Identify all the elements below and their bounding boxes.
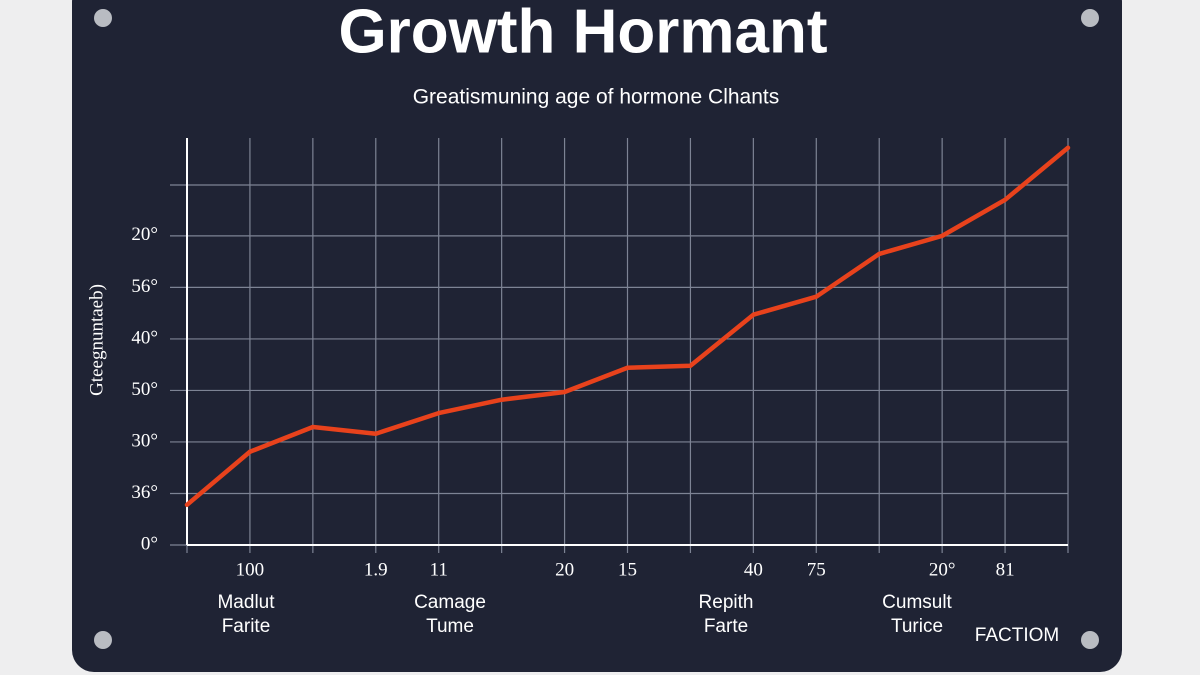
chart-subtitle: Greatismuning age of hormone Clhants [413,86,780,109]
x-tick-label: 20° [929,559,956,580]
annotation: Cumsult [882,592,952,613]
annotation: Repith [699,592,754,613]
y-tick-label: 40° [131,327,158,348]
annotation: Farte [704,616,748,637]
x-tick-label: 75 [807,559,826,580]
y-axis-label: Gteegnuntaeb) [86,284,107,396]
x-tick-label: 81 [996,559,1015,580]
x-tick-label: 20 [555,559,574,580]
x-tick-label: 11 [430,559,448,580]
x-tick-label: 15 [618,559,637,580]
annotation: Madlut [217,592,275,613]
y-tick-label: 56° [131,276,158,297]
y-tick-label: 36° [131,482,158,503]
y-tick-label: 0° [141,533,158,554]
y-tick-label: 20° [131,224,158,245]
screws [94,9,1099,649]
annotation: Farite [222,616,271,637]
x-tick-label: 40 [744,559,763,580]
y-tick-label: 50° [131,379,158,400]
annotation: FACTIOM [975,625,1059,646]
x-tick-label: 1.9 [364,559,388,580]
annotation: Camage [414,592,486,613]
annotation: Tume [426,616,474,637]
annotation: Turice [891,616,943,637]
panel [72,0,1122,672]
y-tick-label: 30° [131,430,158,451]
x-tick-label: 100 [236,559,265,580]
chart-title: Growth Hormant [338,0,827,66]
data-line [184,145,1071,508]
